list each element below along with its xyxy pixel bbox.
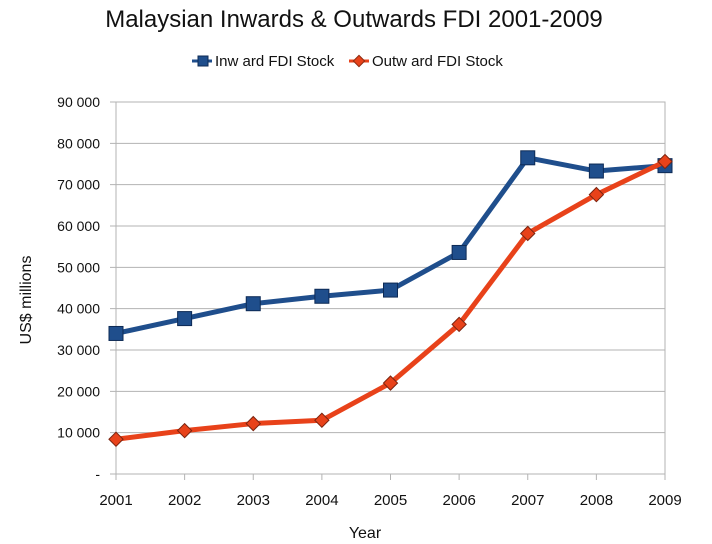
y-tick-label: 60 000 [57, 218, 100, 234]
data-point-marker [588, 186, 605, 203]
x-tick-label: 2002 [168, 492, 201, 509]
data-point-marker [519, 225, 536, 242]
x-tick-label: 2009 [648, 492, 681, 509]
data-point-marker [176, 422, 193, 439]
series-group [108, 150, 673, 448]
data-point-marker [588, 163, 604, 179]
data-point-marker [245, 415, 262, 432]
data-point-marker [108, 431, 124, 448]
legend-marker-inward [197, 55, 209, 67]
x-tick-label: 2001 [99, 492, 132, 509]
data-point-marker [382, 375, 399, 391]
data-point-marker [314, 288, 330, 304]
x-tick-label: 2005 [374, 492, 407, 509]
legend-item-outward: Outw ard FDI Stock [349, 53, 503, 70]
x-tick-label: 2008 [580, 492, 613, 509]
y-tick-label: 40 000 [57, 301, 100, 317]
data-point-marker [177, 311, 193, 327]
x-tick-label: 2006 [442, 492, 475, 509]
y-tick-label: 10 000 [57, 425, 100, 441]
y-tick-label: 70 000 [57, 177, 100, 193]
x-tick-label: 2007 [511, 492, 544, 509]
y-tick-label: 80 000 [57, 135, 100, 151]
data-point-marker [451, 316, 467, 333]
x-tick-label: 2003 [237, 492, 270, 509]
data-point-marker [108, 325, 124, 341]
series-outward [108, 153, 673, 448]
x-axis-ticks: 2001 2002 2003 2004 2005 2006 2007 2008 2009 [99, 474, 682, 509]
legend-item-inward: Inw ard FDI Stock [192, 53, 335, 70]
y-tick-label: - [95, 466, 100, 482]
data-point-marker [383, 282, 398, 298]
legend-label-inward: Inw ard FDI Stock [215, 53, 335, 70]
y-tick-label: 50 000 [57, 259, 100, 275]
data-point-marker [520, 150, 536, 166]
data-point-marker [657, 153, 673, 170]
y-axis-ticks: - 10 000 20 000 30 000 40 000 50 000 60 000 70 … [57, 94, 100, 482]
data-point-marker [314, 412, 330, 429]
x-axis-label: Year [349, 525, 382, 542]
legend: Inw ard FDI Stock Outw ard FDI Stock [192, 53, 503, 70]
y-tick-label: 20 000 [57, 383, 100, 399]
data-point-marker [451, 244, 467, 260]
series-line [113, 159, 668, 442]
series-line [113, 155, 668, 336]
data-point-marker [245, 296, 261, 312]
legend-marker-outward [352, 54, 366, 68]
x-tick-label: 2004 [305, 492, 338, 509]
grid [110, 101, 666, 475]
legend-label-outward: Outw ard FDI Stock [372, 53, 503, 70]
y-tick-label: 30 000 [57, 342, 100, 358]
chart-title: Malaysian Inwards & Outwards FDI 2001-20… [105, 6, 603, 33]
y-tick-label: 90 000 [57, 94, 100, 110]
y-axis-label: US$ millions [18, 256, 35, 345]
series-inward [108, 150, 673, 341]
